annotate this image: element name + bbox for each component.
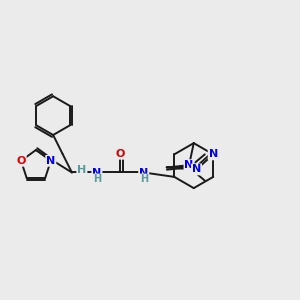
Text: N: N	[192, 164, 201, 174]
Text: N: N	[92, 167, 101, 178]
Text: H: H	[77, 165, 86, 175]
Text: N: N	[139, 167, 148, 178]
Text: O: O	[16, 156, 26, 166]
Text: N: N	[184, 160, 194, 170]
Text: H: H	[93, 174, 101, 184]
Text: H: H	[140, 174, 148, 184]
Text: N: N	[46, 156, 56, 166]
Text: N: N	[208, 149, 218, 159]
Text: O: O	[116, 149, 125, 159]
